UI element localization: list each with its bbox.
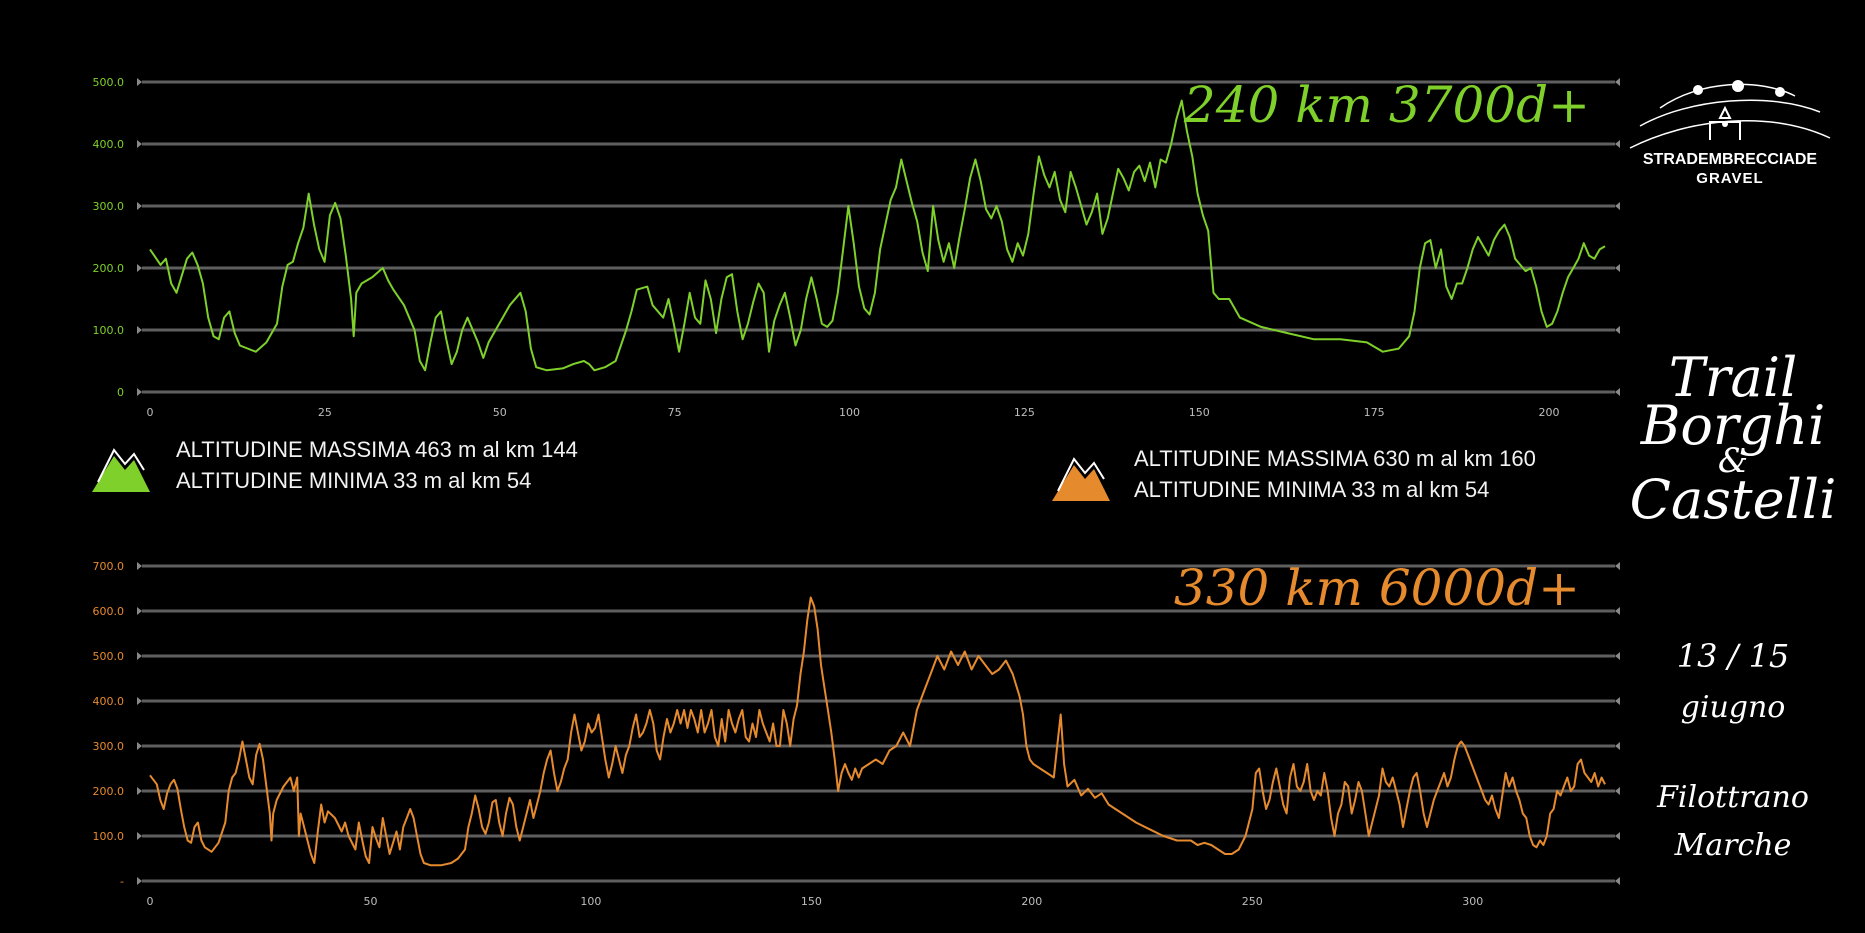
event-title-line1: Trail xyxy=(1668,346,1798,409)
grid-line-cap xyxy=(137,832,142,840)
event-month: giugno xyxy=(1680,690,1786,725)
grid-line-cap xyxy=(137,607,142,615)
mountain-icon xyxy=(92,448,150,492)
grid-line-cap xyxy=(1615,78,1620,86)
grid-line-cap xyxy=(1615,877,1620,885)
x-tick-label: 250 xyxy=(1242,895,1263,908)
y-tick-label: 400.0 xyxy=(93,138,125,151)
y-tick-label: 600.0 xyxy=(93,605,125,618)
x-tick-label: 125 xyxy=(1014,406,1035,419)
x-tick-label: 200 xyxy=(1021,895,1042,908)
grid-line-cap xyxy=(137,78,142,86)
x-tick-label: 150 xyxy=(1189,406,1210,419)
x-tick-label: 0 xyxy=(147,406,154,419)
grid-line-cap xyxy=(137,202,142,210)
event-title-amp: & xyxy=(1717,441,1749,481)
x-tick-label: 100 xyxy=(580,895,601,908)
y-tick-label: 200.0 xyxy=(93,785,125,798)
x-tick-label: 200 xyxy=(1539,406,1560,419)
event-title-line3: Castelli xyxy=(1629,468,1837,531)
grid-line-cap xyxy=(1615,140,1620,148)
grid-line-cap xyxy=(1615,562,1620,570)
y-tick-label: 300.0 xyxy=(93,740,125,753)
y-tick-label: 500.0 xyxy=(93,76,125,89)
chart-title-240km: 240 km 3700d+ xyxy=(1183,76,1590,134)
grid-line-cap xyxy=(137,388,142,396)
brand-logo: STRADEMBRECCIADE GRAVEL xyxy=(1620,78,1840,193)
y-tick-label: 200.0 xyxy=(93,262,125,275)
chart-title-330km: 330 km 6000d+ xyxy=(1174,559,1580,617)
grid-line-cap xyxy=(137,140,142,148)
y-tick-label: 300.0 xyxy=(93,200,125,213)
event-place: Filottrano xyxy=(1657,780,1809,815)
x-tick-label: 100 xyxy=(839,406,860,419)
grid-line-cap xyxy=(1615,697,1620,705)
grid-line-cap xyxy=(1615,264,1620,272)
legend-330km-min: ALTITUDINE MINIMA 33 m al km 54 xyxy=(1134,477,1490,502)
legend-240km: ALTITUDINE MASSIMA 463 m al km 144 ALTIT… xyxy=(92,434,692,504)
legend-330km: ALTITUDINE MASSIMA 630 m al km 160 ALTIT… xyxy=(1052,443,1652,513)
legend-240km-min: ALTITUDINE MINIMA 33 m al km 54 xyxy=(176,468,532,493)
grid-line-cap xyxy=(1615,326,1620,334)
event-date: 13 / 15 xyxy=(1676,637,1790,675)
elevation-series-line xyxy=(149,99,1606,372)
mountain-icon xyxy=(1052,457,1110,501)
grid-line-cap xyxy=(1615,202,1620,210)
x-tick-label: 50 xyxy=(363,895,377,908)
grid-line-cap xyxy=(1615,742,1620,750)
grid-line-cap xyxy=(137,264,142,272)
brand-sub: GRAVEL xyxy=(1696,170,1764,187)
legend-330km-max: ALTITUDINE MASSIMA 630 m al km 160 xyxy=(1134,446,1536,471)
grid-line-cap xyxy=(137,787,142,795)
grid-line-cap xyxy=(1615,388,1620,396)
x-tick-label: 0 xyxy=(147,895,154,908)
event-title-line2: Borghi xyxy=(1640,394,1826,457)
grid-line-cap xyxy=(137,742,142,750)
event-title: Trail Borghi & Castelli xyxy=(1618,346,1848,552)
y-tick-label: 100.0 xyxy=(93,830,125,843)
legend-240km-max: ALTITUDINE MASSIMA 463 m al km 144 xyxy=(176,437,578,462)
y-tick-label: 500.0 xyxy=(93,650,125,663)
x-tick-label: 150 xyxy=(801,895,822,908)
grid-line-cap xyxy=(1615,652,1620,660)
grid-line-cap xyxy=(137,562,142,570)
grid-line-cap xyxy=(137,877,142,885)
grid-line-cap xyxy=(137,326,142,334)
x-tick-label: 300 xyxy=(1462,895,1483,908)
grid-line-cap xyxy=(1615,787,1620,795)
y-tick-label: - xyxy=(120,875,124,888)
x-tick-label: 25 xyxy=(318,406,332,419)
elevation-series-line xyxy=(149,596,1606,867)
event-region: Marche xyxy=(1674,828,1792,863)
grid-line-cap xyxy=(137,652,142,660)
x-tick-label: 75 xyxy=(668,406,682,419)
elevation-chart-330km: - 100.0 200.0 300.0 400.0 500.0 600.0 700.0 0 50 1… xyxy=(93,560,1620,908)
y-tick-label: 0 xyxy=(117,386,124,399)
y-tick-label: 400.0 xyxy=(93,695,125,708)
x-tick-label: 175 xyxy=(1364,406,1385,419)
grid-line-cap xyxy=(137,697,142,705)
cyclist-road-icon xyxy=(1629,80,1831,149)
grid-line-cap xyxy=(1615,832,1620,840)
y-tick-label: 100.0 xyxy=(93,324,125,337)
elevation-chart-240km: 0 100.0 200.0 300.0 400.0 500.0 0 25 50 75 100 125 1… xyxy=(93,76,1620,419)
y-tick-label: 700.0 xyxy=(93,560,125,573)
x-tick-label: 50 xyxy=(493,406,507,419)
grid-line-cap xyxy=(1615,607,1620,615)
brand-name: STRADEMBRECCIADE xyxy=(1642,151,1818,168)
